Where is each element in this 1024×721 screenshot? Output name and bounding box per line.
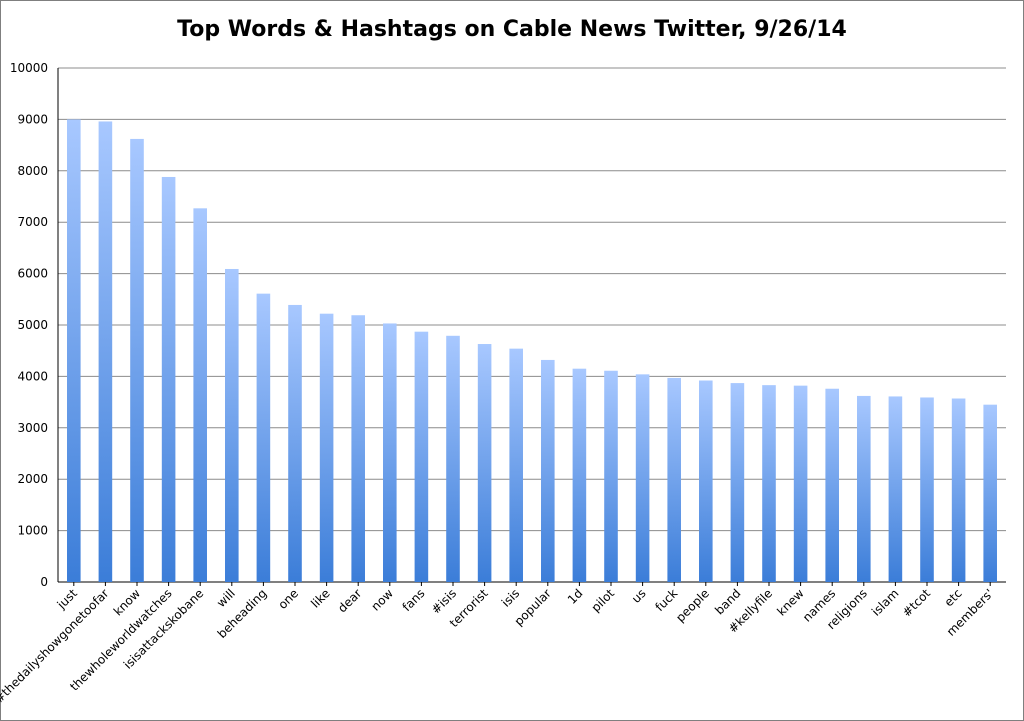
bar	[193, 208, 207, 582]
bar	[699, 380, 713, 582]
x-tick-label: etc	[942, 586, 965, 609]
x-tick-label: #tcot	[900, 586, 934, 620]
bar	[319, 313, 334, 582]
x-tick-label: one	[275, 586, 301, 612]
bar	[762, 385, 776, 582]
bar	[635, 374, 650, 582]
bars	[67, 119, 997, 583]
x-tick-label: will	[214, 586, 238, 610]
bar	[288, 304, 302, 582]
bar	[130, 138, 144, 582]
bar	[572, 368, 587, 582]
y-tick-label: 10000	[10, 61, 48, 75]
x-tick-label: islam	[869, 586, 902, 619]
bar	[351, 315, 365, 582]
bar	[414, 331, 429, 582]
x-tick-label: dear	[335, 586, 364, 615]
bar	[604, 370, 618, 582]
y-tick-label: 4000	[17, 369, 48, 383]
x-tick-label: us	[629, 586, 649, 606]
bar	[161, 176, 176, 582]
bar	[509, 348, 523, 582]
bar	[825, 388, 839, 582]
chart-title: Top Words & Hashtags on Cable News Twitt…	[177, 17, 847, 42]
y-tick-labels: 0 1000 2000 3000 4000 5000 6000 7000 8000 9000 100…	[10, 61, 48, 589]
x-tick-label: fuck	[652, 586, 680, 614]
axes	[57, 68, 1006, 586]
bar	[888, 396, 903, 582]
bar	[98, 121, 113, 583]
y-tick-label: 7000	[17, 215, 48, 229]
bar	[793, 385, 808, 582]
bar	[920, 397, 934, 582]
bar	[256, 293, 271, 582]
y-tick-label: 2000	[17, 472, 48, 486]
y-tick-label: 8000	[17, 164, 48, 178]
gridlines	[58, 67, 1006, 532]
x-tick-label: just	[54, 586, 80, 612]
x-tick-label: people	[673, 586, 712, 625]
bar	[951, 398, 966, 582]
x-tick-labels: just#thedailyshowgonetoofar knowthewholew…	[0, 586, 996, 706]
y-tick-label: 9000	[17, 112, 48, 126]
x-tick-label: like	[308, 586, 332, 610]
bar	[983, 404, 997, 582]
y-tick-label: 1000	[17, 524, 48, 538]
y-tick-label: 5000	[17, 318, 48, 332]
x-tick-label: pilot	[589, 586, 618, 615]
bar	[730, 383, 745, 582]
y-tick-label: 6000	[17, 267, 48, 281]
x-tick-label: 1d	[565, 586, 586, 607]
bar	[667, 377, 681, 582]
y-tick-label: 3000	[17, 421, 48, 435]
x-tick-label: fans	[400, 586, 428, 614]
bar	[446, 335, 460, 582]
bar	[67, 119, 81, 583]
bar	[225, 268, 239, 582]
bar	[383, 323, 397, 582]
y-tick-label: 0	[40, 575, 48, 589]
bar	[477, 344, 492, 582]
bar	[857, 395, 871, 582]
bar	[541, 359, 555, 582]
x-tick-label: isis	[499, 586, 522, 609]
x-tick-label: now	[369, 586, 397, 614]
